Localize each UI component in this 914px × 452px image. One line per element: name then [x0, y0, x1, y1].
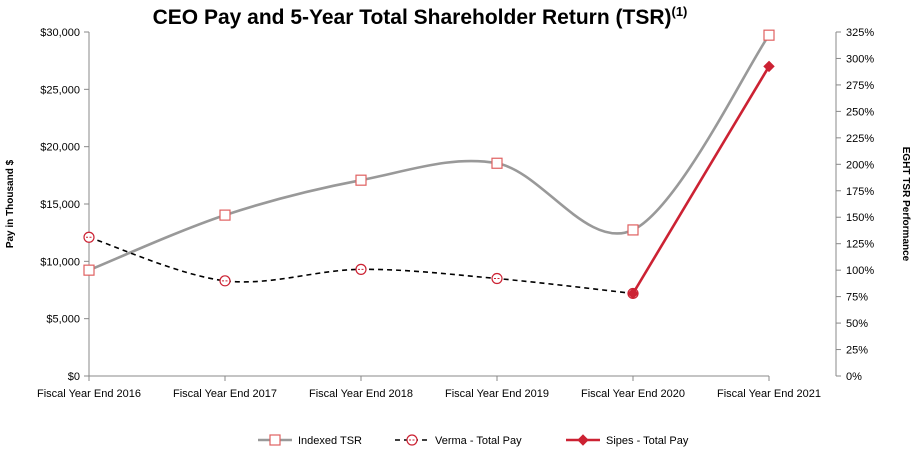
data-point-indexed-tsr	[355, 174, 367, 186]
data-point-verma-total-pay	[355, 263, 367, 275]
y-right-tick-label: 150%	[846, 212, 874, 224]
x-tick-label: Fiscal Year End 2018	[309, 388, 413, 400]
data-point-indexed-tsr	[491, 157, 503, 169]
data-point-sipes-total-pay	[627, 287, 639, 300]
legend-marker-sipes-total-pay	[577, 434, 589, 446]
y-right-tick-label: 300%	[846, 53, 874, 65]
y-right-tick-label: 175%	[846, 186, 874, 198]
y-right-tick-label: 125%	[846, 239, 874, 251]
y-left-axis-label: Pay in Thousand $	[5, 159, 16, 248]
chart-title: CEO Pay and 5-Year Total Shareholder Ret…	[153, 4, 688, 29]
data-point-sipes-total-pay	[763, 60, 775, 73]
y-left-tick-label: $30,000	[40, 27, 80, 39]
chart-title-superscript: (1)	[672, 4, 688, 19]
data-point-indexed-tsr	[83, 264, 95, 276]
y-left-tick-label: $25,000	[40, 84, 80, 96]
data-point-verma-total-pay	[83, 231, 95, 243]
y-right-tick-label: 50%	[846, 318, 868, 330]
x-tick-label: Fiscal Year End 2016	[37, 388, 141, 400]
series-line-indexed-tsr	[88, 34, 771, 272]
y-right-axis-label: EGHT TSR Performance	[900, 147, 911, 262]
y-left-tick-label: $10,000	[40, 256, 80, 268]
series-line-sipes-total-pay	[631, 65, 771, 295]
legend-marker-verma-total-pay	[406, 434, 418, 446]
y-right-tick-label: 325%	[846, 27, 874, 39]
data-point-verma-total-pay	[491, 272, 503, 285]
x-tick-label: Fiscal Year End 2017	[173, 388, 277, 400]
y-left-tick-label: $20,000	[40, 142, 80, 154]
y-right-tick-label: 275%	[846, 80, 874, 92]
data-point-indexed-tsr	[763, 29, 775, 41]
legend-label-indexed-tsr: Indexed TSR	[298, 435, 362, 447]
y-left-tick-label: $5,000	[46, 314, 80, 326]
y-left-tick-label: $0	[68, 371, 80, 383]
y-right-tick-label: 75%	[846, 292, 868, 304]
data-point-indexed-tsr	[627, 224, 639, 236]
axes: $0 $5,000 $10,000 $15,000 $20,000 $25,000 $30,…	[37, 27, 874, 400]
chart-title-text: CEO Pay and 5-Year Total Shareholder Ret…	[153, 6, 672, 29]
x-tick-label: Fiscal Year End 2019	[445, 388, 549, 400]
y-right-tick-label: 250%	[846, 106, 874, 118]
y-right-tick-label: 225%	[846, 133, 874, 145]
x-tick-label: Fiscal Year End 2020	[581, 388, 685, 400]
y-right-tick-label: 100%	[846, 265, 874, 277]
y-right-tick-label: 200%	[846, 159, 874, 171]
legend-label-sipes-total-pay: Sipes - Total Pay	[606, 435, 689, 447]
y-right-tick-label: 25%	[846, 345, 868, 357]
data-point-verma-total-pay	[219, 275, 231, 287]
data-point-indexed-tsr	[219, 209, 231, 221]
legend: Indexed TSR Verma - Total Pay Sipes - Tota…	[258, 434, 689, 447]
y-left-tick-label: $15,000	[40, 199, 80, 211]
x-tick-label: Fiscal Year End 2021	[717, 388, 821, 400]
y-right-tick-label: 0%	[846, 371, 862, 383]
series-layer	[83, 29, 775, 300]
legend-label-verma-total-pay: Verma - Total Pay	[435, 435, 522, 447]
legend-marker-indexed-tsr	[269, 434, 281, 446]
